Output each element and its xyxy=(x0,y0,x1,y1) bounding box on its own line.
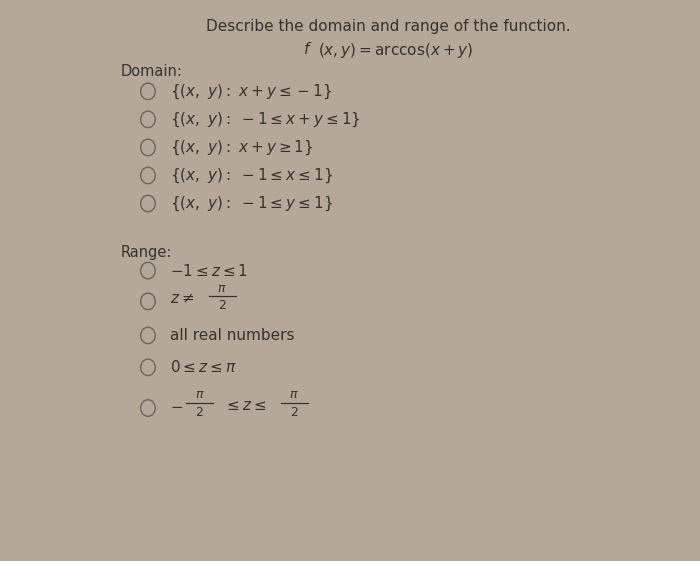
Text: all real numbers: all real numbers xyxy=(171,328,295,343)
Text: $f$: $f$ xyxy=(303,42,312,57)
Text: $-$: $-$ xyxy=(171,398,183,413)
Text: Describe the domain and range of the function.: Describe the domain and range of the fun… xyxy=(206,20,570,34)
Text: $0 \leq z \leq \pi$: $0 \leq z \leq \pi$ xyxy=(171,360,237,375)
Text: Range:: Range: xyxy=(120,245,172,260)
Text: $\{(x,\ y):\ x + y \geq 1\}$: $\{(x,\ y):\ x + y \geq 1\}$ xyxy=(171,138,314,157)
Text: $(x, y) = \mathrm{arccos}(x + y)$: $(x, y) = \mathrm{arccos}(x + y)$ xyxy=(318,42,474,61)
Text: $z \neq$: $z \neq$ xyxy=(171,291,195,306)
Text: $-1 \leq z \leq 1$: $-1 \leq z \leq 1$ xyxy=(171,263,248,279)
Text: $\leq z \leq$: $\leq z \leq$ xyxy=(224,398,267,413)
Text: Domain:: Domain: xyxy=(120,65,183,80)
Text: $\{(x,\ y):\ -1 \leq y \leq 1\}$: $\{(x,\ y):\ -1 \leq y \leq 1\}$ xyxy=(171,194,333,213)
Text: $2$: $2$ xyxy=(290,406,298,419)
Text: $\{(x,\ y):\ x + y \leq -1\}$: $\{(x,\ y):\ x + y \leq -1\}$ xyxy=(171,82,332,100)
Text: $2$: $2$ xyxy=(218,299,227,312)
Text: $\{(x,\ y):\ -1 \leq x \leq 1\}$: $\{(x,\ y):\ -1 \leq x \leq 1\}$ xyxy=(171,166,333,185)
Text: $\pi$: $\pi$ xyxy=(289,388,299,401)
Text: $\pi$: $\pi$ xyxy=(195,388,204,401)
Text: $\{(x,\ y):\ -1 \leq x + y \leq 1\}$: $\{(x,\ y):\ -1 \leq x + y \leq 1\}$ xyxy=(171,110,361,128)
Text: $\pi$: $\pi$ xyxy=(218,282,227,295)
Text: $2$: $2$ xyxy=(195,406,204,419)
